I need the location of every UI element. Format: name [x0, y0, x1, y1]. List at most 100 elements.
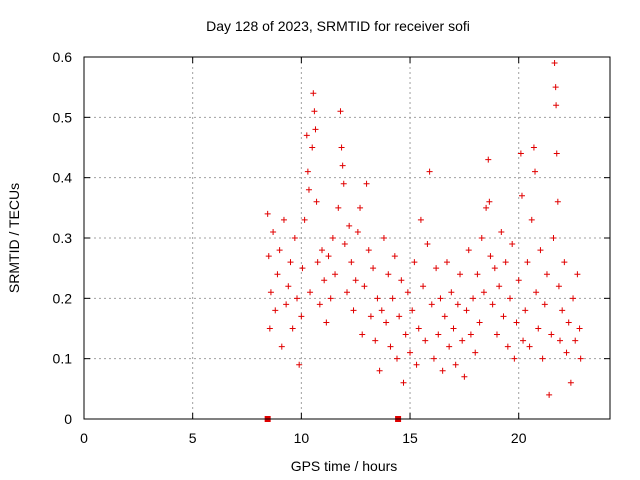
data-point — [504, 343, 511, 350]
data-point — [463, 307, 470, 314]
data-point — [327, 295, 334, 302]
data-point — [572, 337, 579, 344]
data-point — [465, 247, 472, 254]
data-point — [309, 144, 316, 151]
data-point — [515, 277, 522, 284]
y-tick-label: 0.1 — [53, 351, 73, 367]
data-point — [413, 361, 420, 368]
data-point — [493, 331, 500, 338]
data-point — [265, 253, 272, 260]
data-point — [553, 102, 560, 109]
plot-frame — [83, 56, 611, 420]
data-point — [389, 295, 396, 302]
data-point — [548, 331, 555, 338]
data-point — [301, 216, 308, 223]
data-point — [500, 313, 507, 320]
data-point — [483, 204, 490, 211]
data-point — [541, 301, 548, 308]
data-point — [437, 295, 444, 302]
data-point — [313, 198, 320, 205]
data-point — [574, 271, 581, 278]
data-point — [446, 343, 453, 350]
data-point — [528, 216, 535, 223]
data-point — [420, 283, 427, 290]
data-point — [312, 126, 319, 133]
data-point — [304, 168, 311, 175]
data-point — [367, 313, 374, 320]
data-point — [513, 319, 520, 326]
data-point — [316, 301, 323, 308]
data-point — [553, 150, 560, 157]
data-point — [346, 222, 353, 229]
data-point — [376, 367, 383, 374]
data-point — [430, 355, 437, 362]
data-point — [533, 289, 540, 296]
data-point — [378, 307, 385, 314]
data-point — [387, 343, 394, 350]
data-point — [537, 247, 544, 254]
data-point — [567, 379, 574, 386]
data-point — [276, 247, 283, 254]
data-point — [415, 325, 422, 332]
grid — [84, 57, 610, 419]
data-point — [338, 144, 345, 151]
data-point — [535, 325, 542, 332]
data-point — [417, 216, 424, 223]
data-point — [517, 150, 524, 157]
data-point — [340, 180, 347, 187]
data-point — [459, 337, 466, 344]
data-point — [294, 295, 301, 302]
y-tick-label: 0.6 — [53, 49, 73, 65]
data-point — [391, 253, 398, 260]
data-point — [310, 90, 317, 97]
data-point — [278, 343, 285, 350]
data-point — [280, 216, 287, 223]
data-point — [361, 283, 368, 290]
data-point — [478, 235, 485, 241]
data-point — [489, 301, 496, 308]
y-axis-label: SRMTID / TECUs — [6, 183, 22, 293]
data-point — [344, 289, 350, 296]
data-point — [443, 259, 450, 266]
data-point — [396, 313, 403, 320]
data-point — [274, 271, 281, 278]
data-point — [557, 337, 564, 344]
y-tick-label: 0 — [64, 411, 72, 427]
data-point — [448, 289, 455, 296]
data-point — [374, 295, 381, 302]
data-point — [522, 307, 529, 314]
data-point — [532, 168, 539, 175]
x-axis-label: GPS time / hours — [291, 458, 398, 474]
data-point — [319, 247, 326, 254]
data-point — [563, 349, 570, 356]
data-point — [303, 132, 310, 139]
data-point — [543, 271, 550, 278]
data-point — [363, 180, 370, 187]
data-point — [350, 307, 357, 314]
data-point — [365, 247, 372, 254]
data-point — [496, 283, 503, 290]
data-point — [314, 259, 321, 266]
data-point — [555, 283, 562, 290]
data-point — [348, 259, 355, 266]
data-point — [498, 228, 505, 235]
data-point — [552, 84, 559, 91]
x-axis: 0 5 10 15 20 — [80, 57, 527, 446]
data-point — [307, 289, 314, 296]
data-point — [296, 361, 303, 368]
data-point — [380, 235, 387, 241]
data-point — [439, 367, 446, 374]
data-point — [337, 108, 344, 115]
data-point — [570, 295, 577, 302]
data-point — [452, 361, 459, 368]
data-point — [398, 277, 405, 284]
chart-title: Day 128 of 2023, SRMTID for receiver sof… — [206, 18, 470, 34]
data-point — [311, 108, 318, 115]
data-point — [357, 204, 364, 211]
data-point — [577, 355, 584, 362]
data-point — [393, 355, 400, 362]
data-point — [467, 331, 474, 338]
data-point — [298, 313, 305, 320]
data-point — [524, 259, 531, 266]
data-point — [502, 259, 509, 266]
